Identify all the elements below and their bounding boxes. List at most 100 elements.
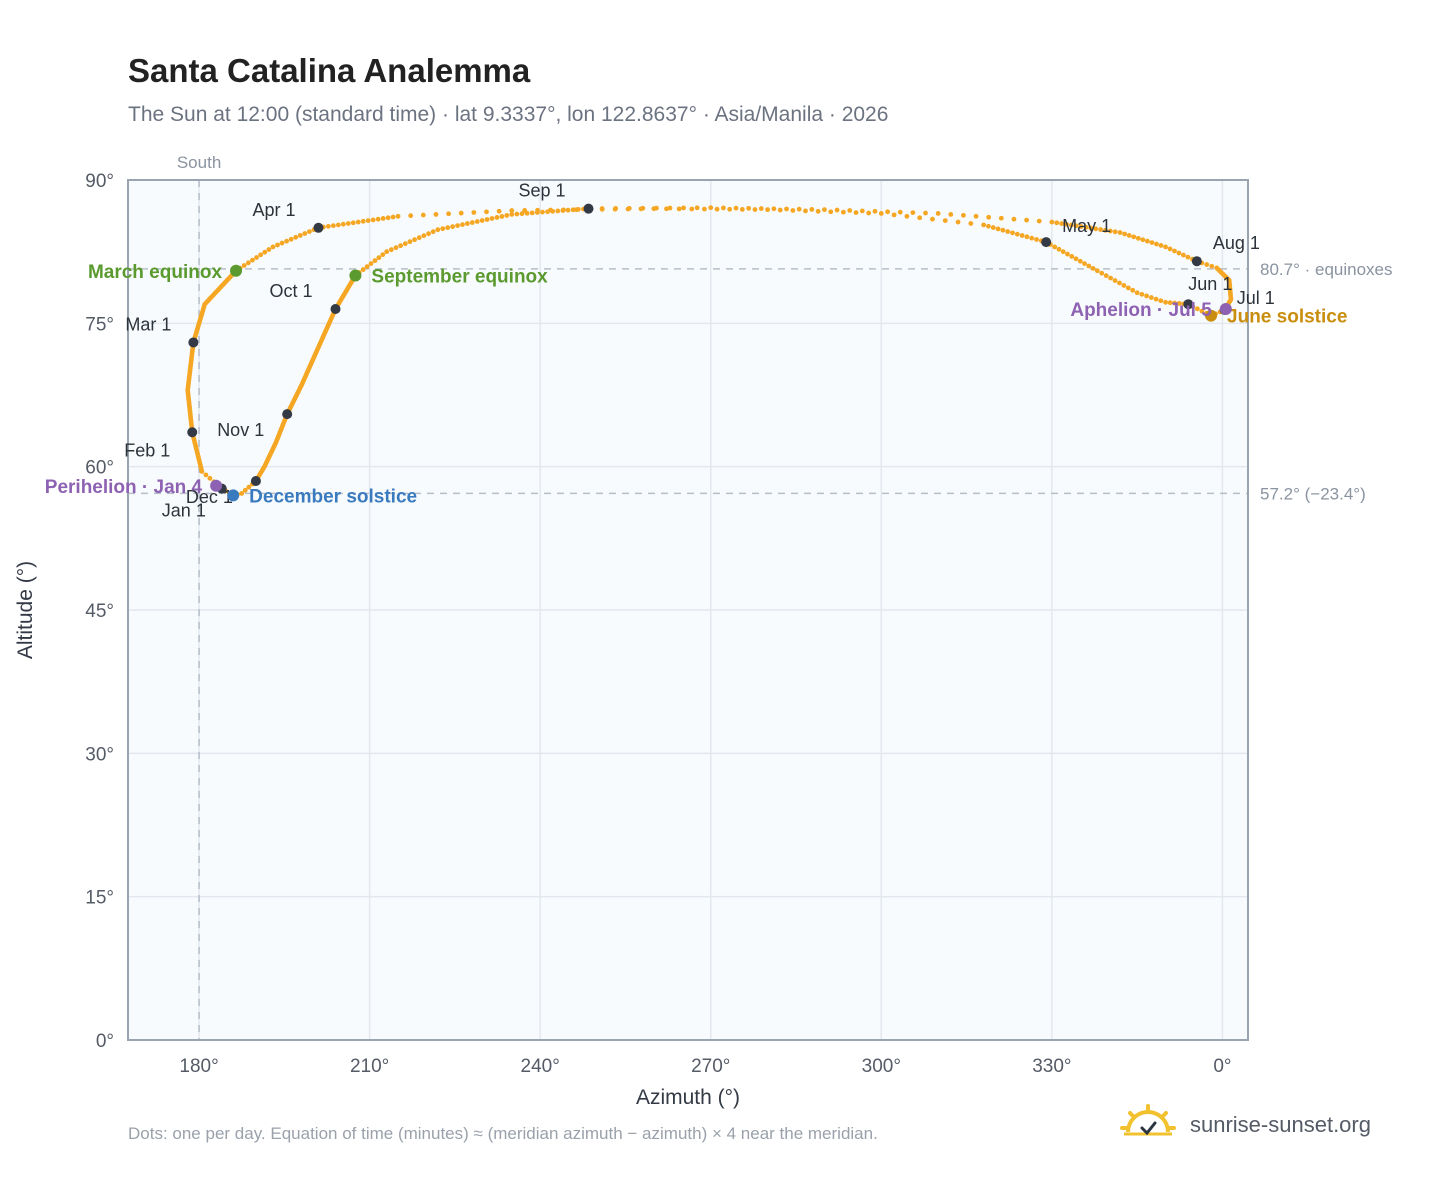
month-label: Jun 1 xyxy=(1188,274,1232,294)
daily-dot xyxy=(1034,237,1039,242)
daily-dot xyxy=(430,229,436,235)
month-label: Aug 1 xyxy=(1213,233,1260,253)
daily-dot xyxy=(1209,263,1215,269)
daily-dot xyxy=(746,205,752,211)
daily-dot xyxy=(689,206,695,212)
daily-dot xyxy=(465,221,470,226)
daily-dot xyxy=(1073,256,1079,262)
daily-dot xyxy=(550,208,556,214)
daily-dot xyxy=(613,206,619,211)
daily-dot xyxy=(380,216,386,221)
daily-dot xyxy=(284,238,290,244)
plot-frame xyxy=(127,179,1249,1041)
daily-dot xyxy=(540,209,545,215)
daily-dot xyxy=(986,223,991,229)
daily-dot xyxy=(1131,234,1137,240)
daily-dot xyxy=(859,208,865,214)
daily-dot xyxy=(458,210,464,216)
daily-dot xyxy=(1029,235,1035,241)
daily-dot xyxy=(360,218,366,224)
daily-dot xyxy=(262,249,268,255)
daily-dot xyxy=(1185,254,1191,260)
event-label: June solstice xyxy=(1227,307,1347,328)
daily-dot xyxy=(306,229,312,235)
daily-dot xyxy=(1093,226,1099,232)
daily-dot xyxy=(1135,235,1141,241)
daily-dot xyxy=(878,211,884,216)
daily-dot xyxy=(739,207,745,212)
daily-dot xyxy=(555,208,561,214)
y-tick-label: 45° xyxy=(85,601,114,622)
daily-dot xyxy=(708,205,714,211)
daily-dot xyxy=(499,214,505,219)
daily-dot xyxy=(384,249,390,255)
daily-dot xyxy=(727,206,733,212)
daily-dot xyxy=(534,210,540,215)
daily-dot xyxy=(364,264,370,269)
month-label: May 1 xyxy=(1062,216,1111,236)
daily-dot xyxy=(1000,227,1006,233)
daily-dot xyxy=(1153,296,1159,302)
daily-dot xyxy=(393,245,399,251)
south-label: South xyxy=(177,153,221,172)
daily-dot xyxy=(270,244,276,250)
daily-dot xyxy=(545,209,550,215)
daily-dot xyxy=(570,207,576,213)
daily-dot xyxy=(847,208,853,213)
daily-dot xyxy=(866,210,872,216)
daily-dot xyxy=(509,212,515,217)
daily-dot xyxy=(350,220,356,226)
daily-dot xyxy=(733,205,739,211)
daily-dot xyxy=(1064,221,1069,227)
daily-dot xyxy=(840,209,846,215)
daily-dot xyxy=(676,206,682,212)
month-label: Jul 1 xyxy=(1237,288,1275,308)
daily-dot xyxy=(1140,237,1146,243)
month-marker xyxy=(187,427,198,438)
daily-dot xyxy=(479,218,485,223)
daily-dot xyxy=(803,208,808,214)
month-label: Mar 1 xyxy=(125,314,171,334)
daily-dot xyxy=(1094,268,1100,274)
reference-line-label: 57.2° (−23.4°) xyxy=(1260,484,1366,503)
x-tick-label: 240° xyxy=(521,1056,560,1077)
daily-dot xyxy=(1214,265,1220,271)
daily-dot xyxy=(891,212,897,218)
daily-dot xyxy=(440,226,446,232)
daily-dot xyxy=(853,210,859,215)
y-tick-label: 15° xyxy=(85,888,114,909)
daily-dot xyxy=(376,255,382,261)
daily-dot xyxy=(942,218,948,224)
daily-dot xyxy=(1068,222,1074,228)
month-label: Nov 1 xyxy=(217,420,264,440)
month-label: Feb 1 xyxy=(124,440,170,460)
daily-dot xyxy=(245,260,251,266)
daily-dot xyxy=(241,263,247,268)
daily-dot xyxy=(1005,229,1011,234)
daily-dot xyxy=(872,208,878,214)
daily-dot xyxy=(986,214,992,220)
daily-dot xyxy=(1167,246,1173,252)
daily-dot xyxy=(1049,219,1055,225)
y-axis-title: Altitude (°) xyxy=(14,561,37,659)
daily-dot xyxy=(990,225,996,230)
event-label: Perihelion · Jan 4 xyxy=(45,477,203,498)
daily-dot xyxy=(765,207,770,213)
brand[interactable]: sunrise-sunset.org xyxy=(1120,1104,1390,1148)
daily-dot xyxy=(828,209,834,215)
daily-dot xyxy=(455,223,460,229)
event-marker xyxy=(349,269,362,282)
daily-dot xyxy=(681,205,686,211)
event-marker xyxy=(227,489,240,502)
daily-dot xyxy=(514,211,520,217)
daily-dot xyxy=(293,234,299,240)
daily-dot xyxy=(910,210,916,215)
daily-dot xyxy=(1158,243,1164,248)
daily-dot xyxy=(203,472,209,478)
daily-dot xyxy=(1014,231,1020,237)
daily-dot xyxy=(471,210,477,215)
daily-dot xyxy=(297,233,303,238)
daily-dot xyxy=(365,218,371,224)
daily-dot xyxy=(998,215,1004,221)
daily-dot xyxy=(1163,244,1168,250)
